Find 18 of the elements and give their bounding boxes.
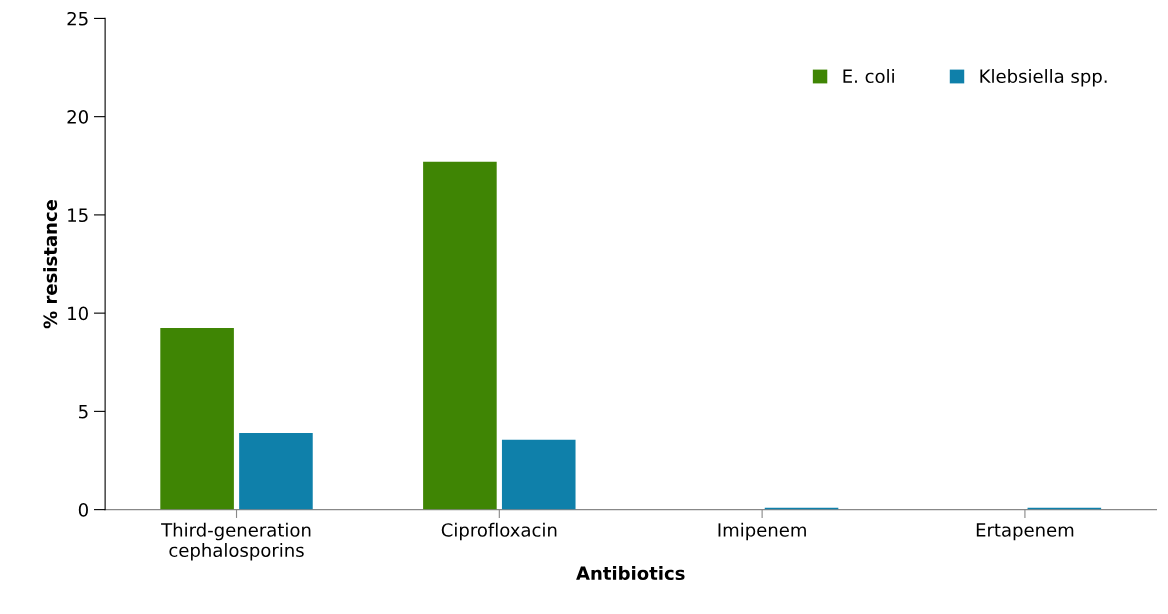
x-axis-title: Antibiotics (576, 566, 685, 581)
x-tick-label: Ertapenem (976, 523, 1074, 541)
y-tick-label: 15 (68, 208, 88, 223)
y-tick-label: 20 (67, 110, 88, 124)
y-tick-label: 25 (67, 11, 88, 26)
bar (160, 327, 234, 510)
legend-label: E. coli (843, 69, 894, 84)
bar (239, 432, 313, 510)
x-tick-label: Ciprofloxacin (441, 522, 557, 541)
y-axis-title: % resistance (43, 199, 58, 329)
y-tick-label: 10 (68, 306, 88, 321)
y-tick-label: 5 (79, 405, 88, 419)
x-tick-label: Third-generation cephalosporins (161, 522, 311, 561)
bar (423, 161, 497, 510)
bar (501, 439, 576, 510)
y-tick-label: 0 (78, 503, 88, 517)
legend-label: Klebsiella spp. (980, 69, 1107, 87)
x-tick-label: Imipenem (718, 522, 806, 541)
